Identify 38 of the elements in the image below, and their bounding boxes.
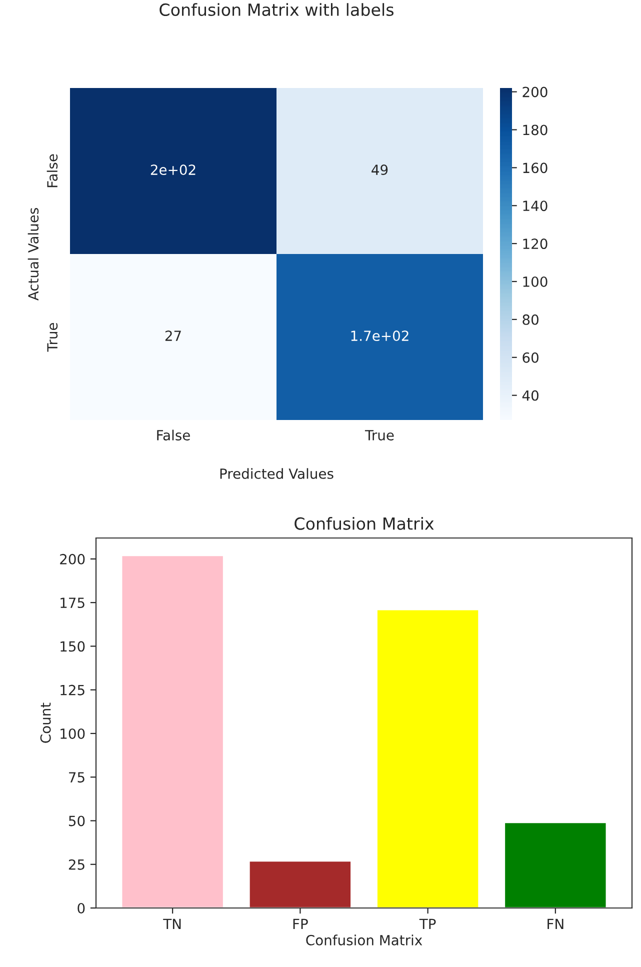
y-axis-title: Actual Values [28,208,39,301]
color-bar-label: 40 [522,390,538,401]
y-tick-label: 200 [60,554,85,564]
y-tick-label: 175 [60,598,84,608]
color-bar-label: 200 [522,86,548,98]
x-axis-title: Predicted Values [220,468,334,479]
y-tick-label: 0 [78,902,85,914]
color-bar-label: 120 [523,238,548,250]
x-tick-label: TN [163,918,181,929]
data-label: 2e+02 [150,164,196,176]
x-tick-label: TP [419,918,436,929]
bar [248,860,352,908]
data-label: 49 [372,164,388,176]
x-axis-title: Confusion Matrix [306,934,422,946]
x-tick-label: FP [293,918,308,929]
color-bar-label: 80 [522,314,538,325]
y-tick-label: 25 [68,859,84,870]
y-tick-label: False [46,154,58,188]
y-tick-label: True [47,322,58,352]
color-bar-label: 160 [523,162,548,174]
bar [376,608,480,908]
chart-title: Confusion Matrix with labels [160,3,394,16]
bar [504,822,608,908]
color-bar-label: 140 [523,200,548,212]
x-tick-label: FN [548,918,564,929]
color-bar-label: 180 [523,124,548,136]
data-label: 27 [165,330,181,341]
y-axis-title: Count [40,702,51,743]
color-bar-label: 100 [523,276,548,287]
y-tick-label: 125 [60,684,84,696]
data-label: 1.7e+02 [351,330,408,342]
chart-title: Confusion Matrix [294,517,434,530]
y-tick-label: 150 [60,641,85,652]
y-tick-label: 100 [60,728,85,739]
color-bar-label: 60 [522,352,538,363]
y-tick-label: 50 [68,816,85,826]
bar [120,554,224,908]
y-tick-label: 75 [69,772,84,783]
